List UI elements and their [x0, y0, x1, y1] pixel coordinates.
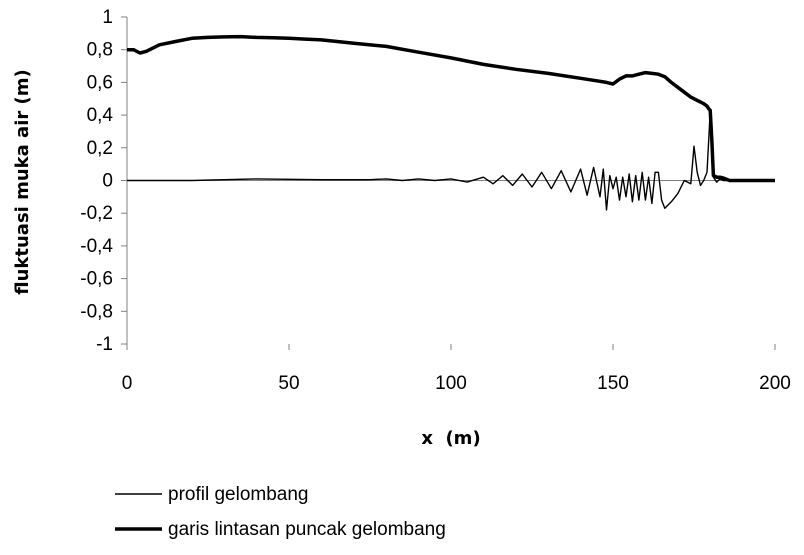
x-axis-ticks: 0 50 100 150 200 [122, 344, 791, 394]
legend-entry-profil-gelombang: profil gelombang [115, 484, 308, 505]
x-tick-label: 150 [597, 373, 629, 394]
y-tick-label: 0,8 [87, 40, 113, 61]
y-tick-label: 0,4 [87, 105, 114, 126]
plot-area: 1 0,8 0,6 0,4 0,2 0 -0,2 -0,4 -0,6 -0,8 -1 0 50 100 1… [80, 7, 791, 394]
x-tick-label: 50 [278, 373, 299, 394]
x-tick-label: 200 [759, 373, 791, 394]
y-axis-ticks: 1 0,8 0,6 0,4 0,2 0 -0,2 -0,4 -0,6 -0,8 -1 [80, 7, 127, 355]
y-axis-title: fluktuasi muka air (m) [12, 69, 33, 294]
x-axis-title: x (m) [421, 428, 480, 449]
y-tick-label: 0 [102, 171, 113, 192]
legend-label-profil-gelombang: profil gelombang [168, 484, 308, 505]
y-tick-label: -0,6 [80, 269, 113, 290]
series-line-garis-lintasan [127, 34, 775, 183]
y-tick-label: 0,2 [87, 138, 113, 159]
legend: profil gelombang garis lintasan puncak g… [115, 484, 446, 540]
series-line-profil-gelombang [127, 111, 775, 211]
y-tick-label: -0,4 [80, 236, 113, 257]
x-tick-label: 100 [435, 373, 467, 394]
y-tick-label: -0,8 [80, 301, 113, 322]
y-tick-label: 0,6 [87, 72, 113, 93]
x-tick-label: 0 [122, 373, 133, 394]
legend-entry-garis-lintasan: garis lintasan puncak gelombang [115, 519, 446, 540]
series-group [127, 34, 775, 211]
y-tick-label: -0,2 [80, 203, 113, 224]
y-tick-label: -1 [96, 334, 113, 355]
y-tick-label: 1 [102, 7, 113, 28]
legend-label-garis-lintasan: garis lintasan puncak gelombang [168, 519, 446, 540]
